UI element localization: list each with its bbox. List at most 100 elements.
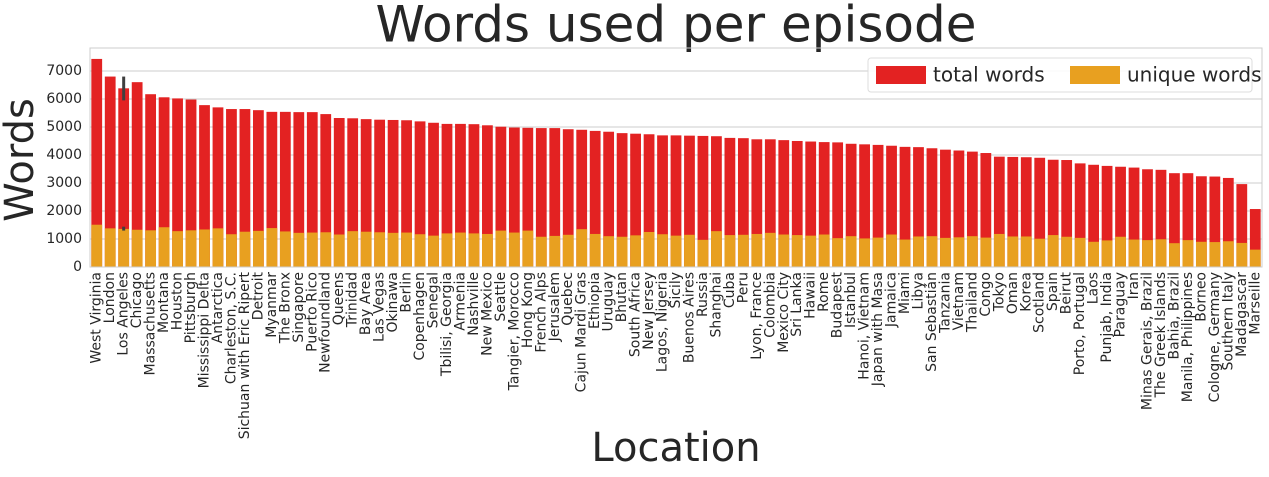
x-tick-label: Nashville [466, 272, 482, 336]
chart-title: Words used per episode [375, 0, 976, 54]
x-tick-label: Sri Lanka [789, 272, 805, 337]
bar [899, 146, 911, 267]
x-tick-label: Scotland [1032, 272, 1048, 333]
bar [872, 144, 884, 267]
bar [441, 233, 453, 267]
x-tick-label: Houston [170, 272, 186, 330]
bar [455, 232, 466, 267]
bar [684, 135, 695, 267]
x-tick-label: Madagascar [1234, 272, 1250, 357]
x-tick-label: Sicily [668, 272, 684, 309]
bar [576, 229, 588, 267]
y-tick-label: 5000 [46, 119, 82, 135]
bar [145, 230, 157, 267]
bar [926, 148, 938, 267]
bar [145, 94, 157, 268]
x-tick-label: Sichuan with Eric Ripert [237, 271, 253, 439]
bar [630, 133, 641, 267]
bar [360, 119, 372, 267]
bar [953, 237, 965, 267]
bar [724, 137, 736, 267]
x-tick-label: Massachusetts [143, 272, 159, 375]
x-tick-label: Minas Gerais, Brazil [1139, 272, 1155, 410]
x-tick-label: Tangier, Morocco [506, 272, 522, 391]
x-tick-label: French Alps [533, 272, 549, 353]
plot-frame [89, 47, 1263, 268]
x-tick-label: Rome [816, 272, 832, 312]
bar [980, 153, 992, 267]
bar [1034, 157, 1046, 267]
bar [737, 234, 749, 267]
bar [1222, 177, 1234, 267]
bar [1115, 166, 1126, 267]
bar [279, 231, 291, 267]
x-tick-label: Miami [897, 272, 913, 314]
x-tick-label: Las Vegas [372, 272, 388, 342]
bar [616, 236, 628, 267]
legend-swatch [876, 66, 926, 84]
x-tick-label: Hong Kong [520, 272, 536, 348]
bar [603, 236, 615, 267]
x-tick-label: New Mexico [479, 272, 495, 356]
x-tick-label: Hawaii [803, 272, 819, 319]
x-tick-label: Manila, Philippines [1180, 272, 1196, 402]
x-tick-label: Lagos, Nigeria [655, 272, 671, 372]
bar [535, 128, 547, 267]
bar [401, 232, 412, 267]
bar [913, 236, 924, 267]
x-tick-label: Los Angeles [116, 272, 132, 356]
bar [320, 114, 332, 267]
bar [212, 107, 224, 267]
bar [1074, 237, 1086, 267]
bar [495, 230, 507, 267]
bar [508, 232, 520, 267]
bar [711, 231, 722, 267]
bar [643, 134, 655, 267]
bar [751, 139, 763, 267]
x-tick-label: Berlin [399, 272, 415, 313]
x-tick-label: Spain [1045, 272, 1061, 311]
x-tick-label: Newfoundland [318, 272, 334, 373]
y-tick-label: 6000 [46, 91, 82, 107]
x-tick-label: Istanbul [843, 272, 859, 328]
x-tick-label: Detroit [250, 271, 266, 320]
x-tick-label: Jamaica [884, 272, 900, 328]
bar [522, 127, 534, 267]
bar [387, 119, 399, 267]
bar [428, 122, 439, 268]
x-tick-label: Jerusalem [547, 272, 563, 342]
bar [845, 236, 857, 267]
bar [172, 231, 183, 267]
x-tick-label: Bhutan [614, 272, 630, 322]
bar [791, 235, 803, 267]
legend-label: total words [933, 63, 1045, 87]
x-tick-label: The Greek Islands [1153, 272, 1169, 399]
bar [91, 58, 103, 267]
x-tick-label: Peru [735, 272, 751, 303]
bar [414, 121, 426, 267]
bar [118, 228, 130, 267]
bar [226, 109, 237, 267]
legend-swatch [1070, 66, 1120, 84]
bar [630, 235, 641, 267]
bar [670, 235, 682, 267]
bar [253, 110, 264, 267]
bar [791, 140, 803, 267]
bar [374, 232, 386, 267]
bar [886, 234, 897, 267]
bar [279, 111, 291, 268]
bar [697, 135, 709, 267]
x-tick-label: Singapore [291, 272, 307, 343]
bar [172, 98, 183, 267]
x-tick-label: Mexico City [776, 272, 792, 353]
bar [1101, 165, 1113, 267]
x-tick-label: Lyon, France [749, 272, 765, 360]
bar [1047, 159, 1059, 267]
x-tick-label: Chicago [129, 272, 145, 328]
bar [468, 124, 480, 267]
x-tick-label: Thailand [964, 272, 980, 333]
x-tick-label: Pittsburgh [183, 272, 199, 343]
bar [212, 228, 224, 267]
bar [697, 239, 709, 267]
x-tick-label: Laos [1086, 272, 1102, 304]
